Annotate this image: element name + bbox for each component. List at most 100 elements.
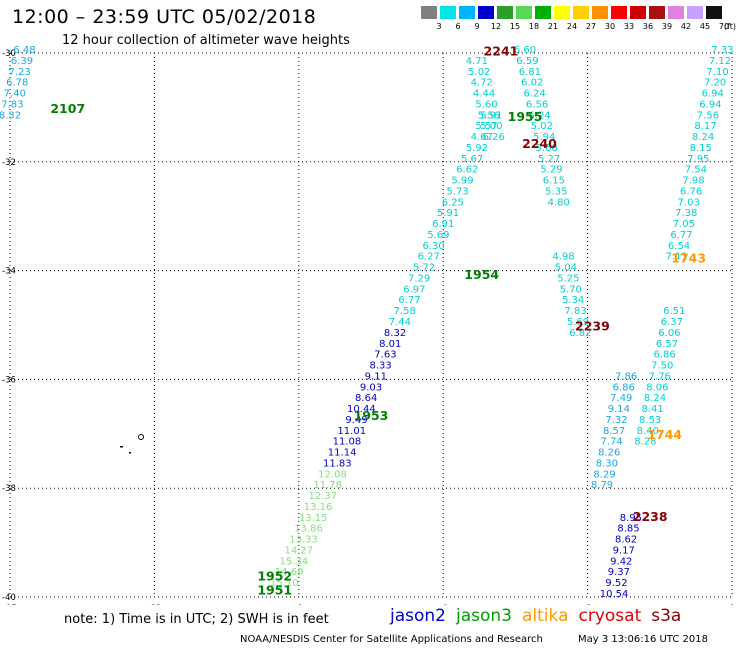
wave-height-value: 6.62 — [456, 165, 478, 176]
color-scale-label: 9 — [474, 22, 480, 31]
wave-height-value: 6.94 — [699, 99, 721, 110]
wave-height-value: 5.73 — [447, 186, 469, 197]
legend-entry-cryosat: cryosat — [578, 606, 642, 626]
wave-height-value: 5.67 — [461, 154, 483, 165]
track-time-label: 1744 — [647, 427, 682, 442]
wave-height-value: 6.81 — [519, 67, 541, 78]
color-scale-label: 70 — [718, 22, 730, 31]
wave-height-value: 8.15 — [690, 143, 712, 154]
wave-height-value: 14.27 — [284, 545, 313, 556]
island-outline — [120, 434, 144, 454]
wave-height-value: 5.56 — [478, 110, 500, 121]
wave-height-value: 8.06 — [646, 382, 668, 393]
wave-height-value: 5.60 — [475, 99, 497, 110]
color-scale-label: 18 — [528, 22, 540, 31]
track-time-label: 2238 — [633, 509, 668, 524]
wave-height-value: 6.91 — [432, 219, 454, 230]
wave-height-value: 11.78 — [313, 480, 342, 491]
wave-height-value: 10.44 — [347, 404, 376, 415]
wave-height-value: 15.10 — [270, 578, 299, 589]
track-time-label: 1955 — [508, 109, 543, 124]
color-scale-unit: (ft) — [724, 22, 737, 31]
wave-height-value: 6.57 — [656, 339, 678, 350]
longitude-label: -15 — [3, 604, 17, 605]
wave-height-value: 6.27 — [418, 252, 440, 263]
wave-height-value: 5.99 — [451, 176, 473, 187]
wave-height-value: 6.59 — [516, 56, 538, 67]
color-swatch — [516, 6, 532, 19]
track-time-label: 2239 — [575, 318, 610, 333]
wave-height-value: 7.63 — [374, 350, 396, 361]
wave-height-value: 9.42 — [610, 556, 632, 567]
longitude-label: -6 — [439, 604, 447, 605]
chart-subtitle: 12 hour collection of altimeter wave hei… — [62, 33, 350, 48]
wave-height-value: 8.17 — [694, 121, 716, 132]
wave-height-value: 6.48 — [13, 45, 35, 56]
wave-height-value: 4.67 — [471, 132, 493, 143]
wave-height-value: 5.94 — [533, 132, 555, 143]
track-time-label: 1951 — [257, 582, 292, 597]
wave-height-value: 5.25 — [557, 273, 579, 284]
wave-height-value: 12.37 — [309, 491, 338, 502]
color-scale-label: 24 — [566, 22, 578, 31]
wave-height-value: 5.70 — [560, 284, 582, 295]
wave-height-value: 6.54 — [668, 241, 690, 252]
wave-height-value: 8.40 — [637, 426, 659, 437]
wave-height-value: 8.53 — [639, 415, 661, 426]
wave-height-value: 5.04 — [555, 263, 577, 274]
longitude-label: -9 — [295, 604, 303, 605]
wave-height-value: 8.30 — [596, 458, 618, 469]
wave-height-value: 7.33 — [711, 45, 733, 56]
wave-height-value: 8.64 — [355, 393, 377, 404]
footer-note: note: 1) Time is in UTC; 2) SWH is in fe… — [64, 612, 329, 627]
wave-height-value: 9.49 — [345, 415, 367, 426]
wave-height-value: 5.57 — [475, 121, 497, 132]
wave-height-value: 5.02 — [468, 67, 490, 78]
wave-height-value: 8.62 — [615, 535, 637, 546]
latitude-label: -40 — [2, 593, 16, 603]
wave-height-value: 6.24 — [528, 110, 550, 121]
wave-height-value: 5.27 — [538, 154, 560, 165]
wave-height-value: 7.11 — [666, 252, 688, 263]
wave-height-value: 8.32 — [384, 328, 406, 339]
wave-height-value: 7.20 — [704, 78, 726, 89]
chart-title: 12:00 – 23:59 UTC 05/02/2018 — [12, 6, 317, 28]
wave-height-map: -30-32-34-36-38-40-15-12-9-6-30 6.486.39… — [0, 44, 735, 605]
wave-height-value: 12.08 — [318, 469, 347, 480]
wave-height-value: 8.95 — [620, 513, 642, 524]
wave-height-value: 5.72 — [413, 263, 435, 274]
latitude-label: -34 — [2, 267, 16, 277]
longitude-label: -12 — [147, 604, 161, 605]
track-time-label: 1952 — [257, 569, 292, 584]
wave-height-value: 7.58 — [394, 306, 416, 317]
wave-height-value: 7.74 — [601, 437, 623, 448]
wave-height-value: 6.76 — [680, 186, 702, 197]
wave-height-value: 6.15 — [543, 176, 565, 187]
wave-height-value: 11.14 — [328, 448, 357, 459]
wave-height-value: 7.50 — [651, 361, 673, 372]
wave-height-value: 5.34 — [562, 295, 584, 306]
wave-height-value: 7.86 — [615, 371, 637, 382]
wave-height-value: 6.77 — [670, 230, 692, 241]
track-time-label: 2107 — [50, 101, 85, 116]
wave-height-value: 7.40 — [4, 89, 26, 100]
legend-entry-jason2: jason2 — [390, 606, 446, 626]
latitude-label: -32 — [2, 158, 16, 168]
color-scale-label: 30 — [604, 22, 616, 31]
wave-height-value: 6.06 — [658, 328, 680, 339]
color-swatch — [706, 6, 722, 19]
wave-height-value: 5.91 — [437, 208, 459, 219]
color-scale-label: 21 — [547, 22, 559, 31]
wave-height-value: 13.86 — [294, 524, 323, 535]
longitude-label: -3 — [583, 604, 591, 605]
wave-height-value: 14.69 — [275, 567, 304, 578]
map-grid — [9, 52, 733, 598]
color-scale-label: 15 — [509, 22, 521, 31]
wave-height-value: 8.29 — [593, 469, 615, 480]
track-time-label: 1953 — [354, 408, 389, 423]
wave-height-value: 9.14 — [608, 404, 630, 415]
legend-entry-s3a: s3a — [651, 606, 682, 626]
color-swatch — [459, 6, 475, 19]
color-swatch — [440, 6, 456, 19]
wave-height-value: 9.37 — [608, 567, 630, 578]
